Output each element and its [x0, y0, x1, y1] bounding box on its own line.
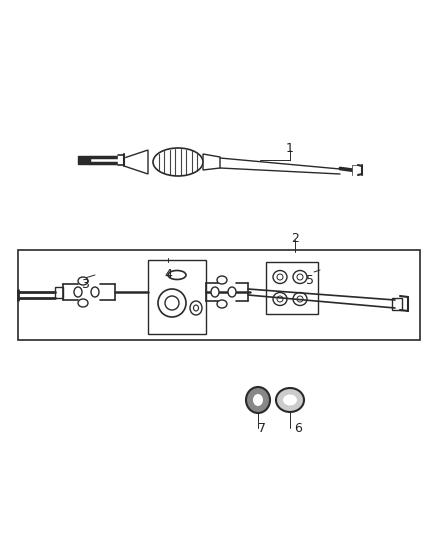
- Bar: [55, 287, 63, 298]
- Bar: [148, 260, 206, 334]
- Bar: [392, 298, 402, 310]
- Text: 6: 6: [294, 422, 302, 434]
- Text: 4: 4: [164, 269, 172, 281]
- Bar: [78, 156, 90, 164]
- Ellipse shape: [217, 300, 227, 308]
- Bar: [118, 155, 124, 165]
- Ellipse shape: [158, 289, 186, 317]
- Ellipse shape: [190, 301, 202, 315]
- Text: 3: 3: [81, 279, 89, 292]
- Bar: [353, 166, 359, 175]
- Ellipse shape: [253, 394, 263, 406]
- Bar: [18, 250, 420, 340]
- Ellipse shape: [217, 276, 227, 284]
- Bar: [353, 166, 359, 175]
- Ellipse shape: [91, 287, 99, 297]
- Ellipse shape: [276, 388, 304, 412]
- Ellipse shape: [228, 287, 236, 297]
- Text: 7: 7: [258, 422, 266, 434]
- Ellipse shape: [153, 148, 203, 176]
- Ellipse shape: [211, 287, 219, 297]
- Ellipse shape: [246, 387, 270, 413]
- Ellipse shape: [194, 305, 198, 311]
- Bar: [266, 262, 318, 314]
- Text: 2: 2: [291, 231, 299, 245]
- Ellipse shape: [283, 394, 297, 406]
- Ellipse shape: [78, 277, 88, 285]
- Text: 1: 1: [286, 141, 294, 155]
- Ellipse shape: [78, 299, 88, 307]
- Text: 5: 5: [306, 273, 314, 287]
- Ellipse shape: [74, 287, 82, 297]
- Ellipse shape: [165, 296, 179, 310]
